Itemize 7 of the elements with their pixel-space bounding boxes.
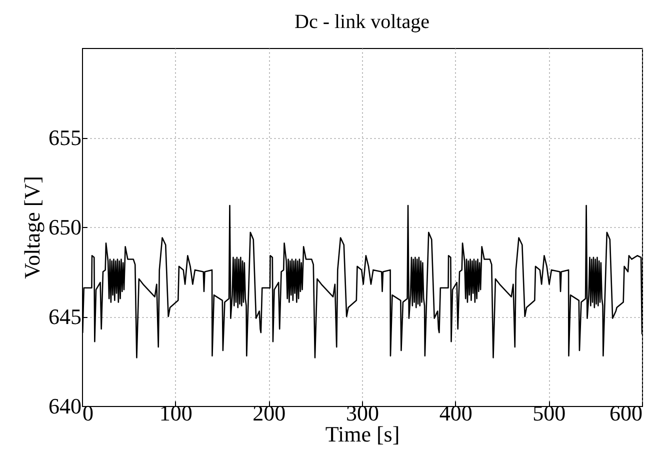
y-tick-label: 650 (48, 214, 82, 240)
y-tick-label: 655 (48, 125, 82, 150)
chart-title: Dc - link voltage (294, 11, 430, 33)
y-tick-label: 640 (48, 394, 82, 418)
x-axis-title: Time [s] (325, 422, 400, 446)
y-tick-label: 645 (48, 304, 82, 329)
y-axis-title: Voltage [V] (20, 176, 44, 279)
